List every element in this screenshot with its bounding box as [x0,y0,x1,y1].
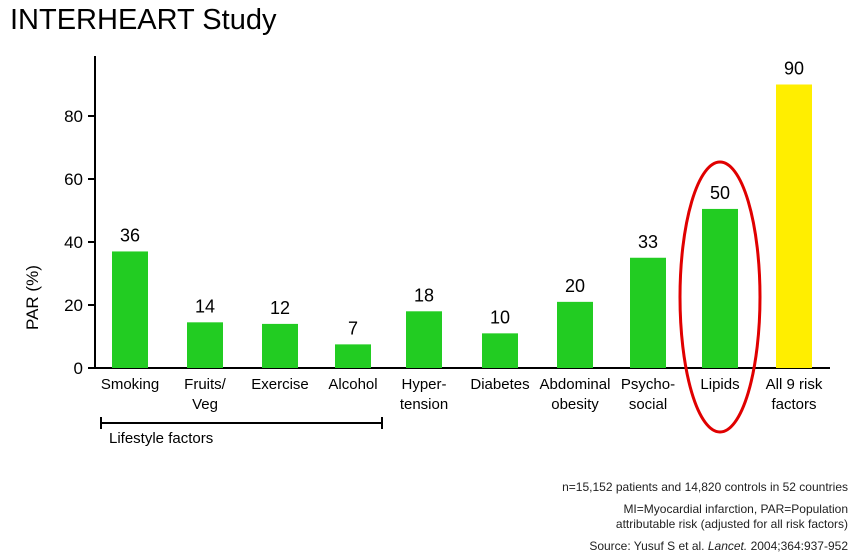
category-label: Fruits/ [184,376,227,393]
bar-chart: 0 20 40 60 80 PAR (%) Lifestyle factors 36 Smok… [23,56,830,447]
category-label: All 9 risk [766,376,823,393]
source-footnote: Source: Yusuf S et al. Lancet. 2004;364:… [589,539,848,554]
sample-footnote: n=15,152 patients and 14,820 controls in… [562,480,848,494]
definitions-line2: attributable risk (adjusted for all risk… [615,517,848,531]
source-suffix: 2004;364:937-952 [750,539,848,553]
chart-title: INTERHEART Study [10,4,277,36]
bars [112,84,812,368]
definitions-line1: MI=Myocardial infarction, PAR=Population [623,502,848,516]
category-label: Diabetes [470,376,529,393]
axes: 0 20 40 60 80 PAR (%) Lifestyle factors [23,56,830,447]
bar-value-label: 33 [638,232,658,252]
bar-value-label: 10 [490,307,510,327]
bar-value-label: 18 [414,285,434,305]
highlight-ellipse [678,160,762,434]
category-label: social [629,396,667,413]
category-label: Lipids [700,376,739,393]
bar [482,333,518,368]
bar-value-label: 20 [565,276,585,296]
y-tick-label: 60 [64,170,83,189]
bar-value-label: 12 [270,298,290,318]
bar [630,257,666,368]
category-label: obesity [551,396,599,413]
bar-value-label: 7 [348,318,358,338]
bar [335,344,371,368]
category-label: Alcohol [328,376,377,393]
bar-value-label: 50 [710,183,730,203]
bar-value-label: 90 [784,59,804,79]
bar [187,322,223,368]
category-label: Veg [192,396,218,413]
category-label: Smoking [101,376,159,393]
bar [702,208,738,368]
bar [406,311,442,368]
category-label: Abdominal [540,376,611,393]
bar [112,251,148,368]
category-label: tension [400,396,448,413]
definitions-footnote: MI=Myocardial infarction, PAR=Population… [616,502,848,532]
labels: 36 Smoking 14 Fruits/Veg 12 Exercise 7 Alcohol 1… [101,59,823,434]
bar-value-label: 36 [120,225,140,245]
source-prefix: Source: Yusuf S et al. [589,539,705,553]
bar-value-label: 14 [195,296,215,316]
y-tick-label: 20 [64,296,83,315]
source-journal: Lancet. [707,539,748,553]
bar [776,84,812,368]
category-label: Exercise [251,376,309,393]
bar [262,323,298,368]
category-label: Hyper- [401,376,446,393]
y-tick-label: 40 [64,233,83,252]
bracket-label: Lifestyle factors [109,430,213,447]
category-label: factors [771,396,816,413]
y-tick-label: 80 [64,107,83,126]
category-label: Psycho- [621,376,675,393]
y-tick-label: 0 [74,359,83,378]
y-axis-label: PAR (%) [23,265,42,330]
bar [557,301,593,368]
